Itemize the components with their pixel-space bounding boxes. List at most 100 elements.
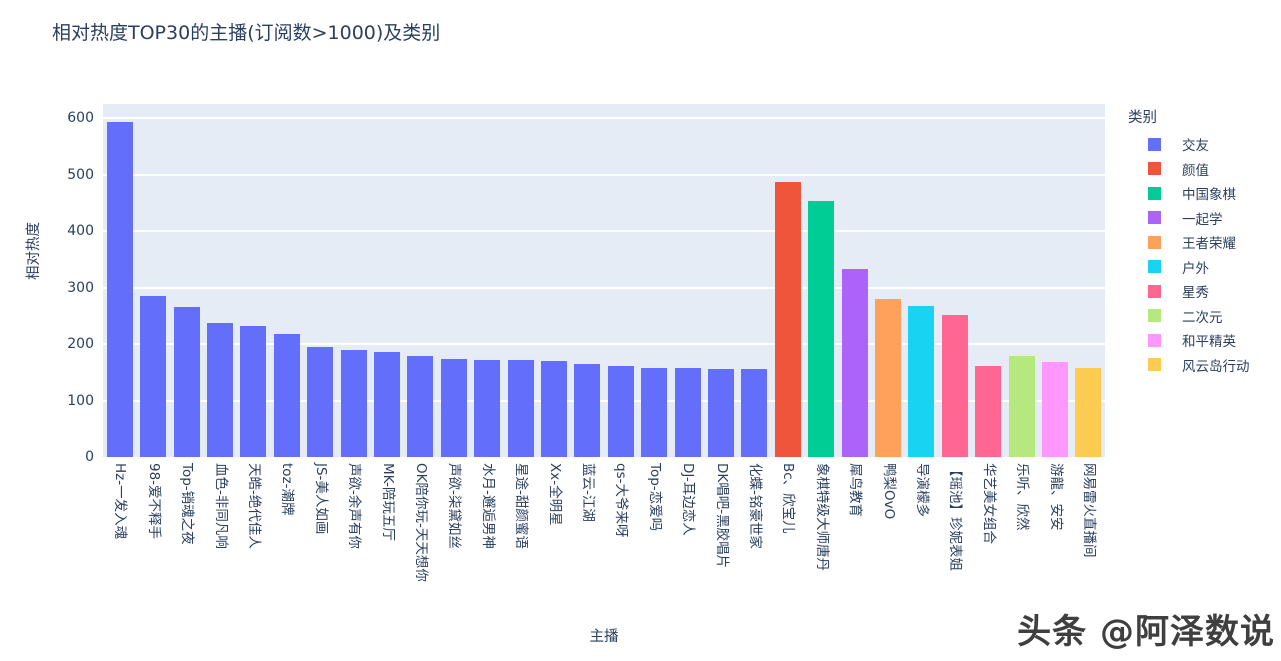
gridline (103, 117, 1105, 120)
legend-label: 中国象棋 (1182, 187, 1236, 203)
legend-item[interactable]: 王者荣耀 (1128, 235, 1250, 252)
bar[interactable] (540, 360, 567, 457)
legend-label: 王者荣耀 (1182, 236, 1236, 252)
bar[interactable] (140, 296, 167, 457)
legend-item[interactable]: 交友 (1128, 137, 1250, 154)
bar[interactable] (340, 349, 367, 457)
legend-label: 交友 (1182, 138, 1209, 154)
legend-swatch (1148, 186, 1161, 200)
legend-item[interactable]: 一起学 (1128, 211, 1250, 228)
legend-label: 星秀 (1182, 285, 1209, 301)
x-tick-label: 水月-邂逅男神 (479, 463, 496, 549)
legend-swatch (1148, 211, 1161, 224)
legend-label: 和平精英 (1182, 334, 1236, 350)
legend-label: 颜值 (1182, 162, 1209, 179)
legend-item[interactable]: 颜值 (1128, 162, 1250, 179)
x-tick-label: Hz-一发入魂 (112, 463, 129, 540)
bar[interactable] (908, 306, 935, 457)
x-tick-label: Bc、欣宝儿 (780, 463, 797, 534)
y-tick-label: 500 (67, 166, 94, 183)
y-tick-label: 400 (67, 223, 94, 240)
x-tick-label: 蓝云-江湖 (580, 463, 597, 522)
legend-swatch (1148, 235, 1161, 249)
bar[interactable] (874, 298, 901, 457)
legend-label: 一起学 (1182, 211, 1223, 228)
x-tick-label: 乐听、欣然 (1014, 463, 1031, 531)
bar[interactable] (407, 356, 434, 457)
bar[interactable] (1041, 362, 1068, 457)
x-tick-label: Top-恋爱吗 (646, 463, 663, 532)
gridline (103, 399, 1105, 402)
x-tick-label: OK陪你玩-天天想你 (413, 463, 430, 582)
y-tick-label: 300 (67, 279, 94, 296)
legend-label: 二次元 (1182, 309, 1223, 326)
legend-item[interactable]: 户外 (1128, 260, 1250, 277)
x-tick-label: 网易雷火直播间 (1081, 463, 1098, 558)
bar[interactable] (674, 368, 701, 457)
bar[interactable] (507, 360, 534, 457)
x-tick-label: 98-爱不释手 (145, 463, 162, 540)
bar[interactable] (373, 351, 400, 457)
x-tick-label: 导演檬多 (914, 463, 931, 517)
x-tick-label: 化蝶-铭豪世家 (747, 463, 764, 549)
x-tick-label: 血色-非同凡响 (212, 463, 229, 549)
x-tick-label: Xx-全明星 (546, 463, 563, 526)
legend-item[interactable]: 中国象棋 (1128, 186, 1250, 203)
x-tick-label: 华艺美女组合 (980, 463, 997, 544)
bar[interactable] (774, 181, 801, 457)
legend-items: 交友颜值中国象棋一起学王者荣耀户外星秀二次元和平精英风云岛行动 (1128, 137, 1250, 375)
x-tick-label: Top-销魂之夜 (179, 463, 196, 545)
bar[interactable] (440, 358, 467, 457)
bar[interactable] (607, 365, 634, 457)
bar[interactable] (474, 359, 501, 457)
x-tick-label: 犀鸟教育 (847, 463, 864, 517)
x-tick-label: 声欲-余声有你 (346, 463, 363, 549)
bar[interactable] (741, 369, 768, 457)
bar[interactable] (273, 334, 300, 457)
legend-item[interactable]: 和平精英 (1128, 333, 1250, 350)
watermark: 头条 @阿泽数说 (1017, 612, 1275, 652)
x-tick-label: qs-大爷来呀 (613, 463, 630, 538)
legend-swatch (1148, 333, 1161, 347)
x-tick-label: 【瑶池】珍妮表姐 (947, 463, 964, 571)
bar[interactable] (106, 122, 133, 457)
x-tick-label: 象棋特级大师唐丹 (813, 463, 830, 571)
y-tick-label: 600 (67, 110, 94, 127)
bar[interactable] (206, 323, 233, 457)
legend-item[interactable]: 二次元 (1128, 309, 1250, 326)
legend-item[interactable]: 风云岛行动 (1128, 358, 1250, 375)
gridline (103, 343, 1105, 346)
bar[interactable] (173, 306, 200, 457)
x-tick-label: 鸭梨OvO (880, 463, 897, 520)
x-tick-label: 星途-甜颜蜜语 (513, 463, 530, 549)
legend-item[interactable]: 星秀 (1128, 284, 1250, 301)
y-tick-label: 0 (85, 449, 94, 465)
bar[interactable] (841, 269, 868, 457)
y-axis-title: 相对热度 (26, 222, 42, 280)
bar[interactable] (941, 314, 968, 457)
legend-label: 风云岛行动 (1182, 358, 1250, 375)
bar[interactable] (1008, 356, 1035, 457)
x-tick-label: 天皓-绝代佳人 (246, 463, 263, 549)
chart-title: 相对热度TOP30的主播(订阅数>1000)及类别 (52, 22, 441, 44)
bar[interactable] (707, 368, 734, 457)
bar[interactable] (808, 201, 835, 457)
gridline (103, 230, 1105, 233)
x-tick-label: DJ-耳边恋人 (680, 463, 697, 536)
bar[interactable] (574, 363, 601, 457)
bar[interactable] (240, 325, 267, 457)
legend-swatch (1148, 137, 1161, 151)
legend-swatch (1148, 284, 1161, 298)
y-tick-label: 200 (67, 336, 94, 353)
legend-swatch (1148, 309, 1161, 322)
x-axis-title: 主播 (589, 629, 619, 645)
y-tick-label: 100 (67, 392, 94, 409)
legend-swatch (1148, 358, 1161, 371)
bar[interactable] (641, 367, 668, 457)
legend-swatch (1148, 162, 1161, 175)
bar[interactable] (1075, 367, 1102, 457)
bar[interactable] (975, 366, 1002, 457)
legend-title: 类别 (1128, 110, 1157, 126)
bar[interactable] (307, 346, 334, 457)
